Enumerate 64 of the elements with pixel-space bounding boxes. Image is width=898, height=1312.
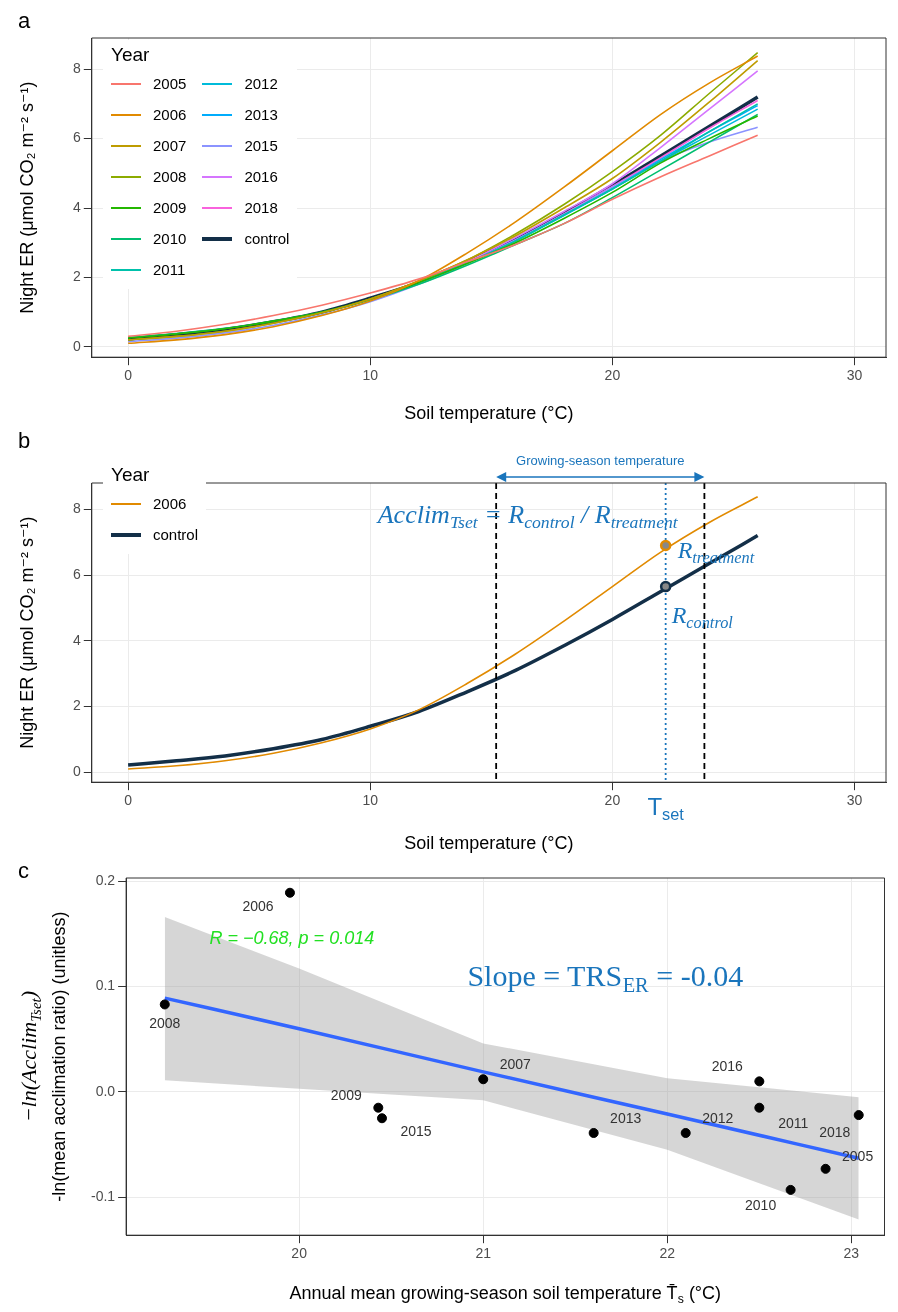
legend-label: 2010 <box>153 230 187 247</box>
chart-title: b <box>18 428 31 454</box>
annotation: 2018 <box>819 1123 851 1140</box>
y-tick-label: 0.0 <box>95 1082 116 1099</box>
y-tick-label: 4 <box>72 631 81 648</box>
annotation: 2010 <box>745 1196 777 1213</box>
legend-label: 2016 <box>244 168 278 185</box>
legend-label: 2008 <box>153 168 187 185</box>
x-tick-label: 0 <box>124 367 133 384</box>
annotation: 2011 <box>778 1114 809 1131</box>
annotation: 2005 <box>842 1147 874 1164</box>
legend-title: Year <box>111 464 151 486</box>
legend-label: 2011 <box>153 261 186 278</box>
y-tick-label: 8 <box>72 500 81 517</box>
y-tick-label: 6 <box>72 565 81 582</box>
legend-label: 2018 <box>244 199 278 216</box>
annotation: 2007 <box>499 1056 532 1073</box>
y-tick-label: 8 <box>72 60 81 77</box>
annotation: 2009 <box>330 1086 363 1103</box>
annotation: 2016 <box>711 1058 744 1075</box>
x-tick-label: 21 <box>475 1245 492 1262</box>
y-tick-label: 2 <box>72 697 81 714</box>
y-tick-label: -0.1 <box>91 1188 116 1205</box>
annotation: 2008 <box>149 1015 181 1032</box>
legend-label: control <box>244 230 290 247</box>
legend-title: Year <box>111 44 151 66</box>
annotation: 2013 <box>610 1109 642 1126</box>
x-tick-label: 10 <box>362 367 379 384</box>
x-tick-label: 30 <box>846 792 863 809</box>
y-axis-title: Night ER (μmol CO₂ m⁻² s⁻¹) <box>16 81 37 314</box>
legend-label: 2006 <box>153 495 187 512</box>
legend-label: control <box>153 526 199 543</box>
y-tick-label: 0.2 <box>95 872 116 889</box>
x-tick-label: 20 <box>604 367 621 384</box>
annotation: R = −0.68, p = 0.014 <box>209 927 375 948</box>
legend-label: 2005 <box>153 75 187 92</box>
legend-label: 2015 <box>244 137 278 154</box>
legend-label: 2013 <box>244 106 278 123</box>
legend-label: 2006 <box>153 106 187 123</box>
text: Growing-season temperature <box>516 452 685 468</box>
y-tick-label: 2 <box>72 268 81 285</box>
x-tick-label: 10 <box>362 792 379 809</box>
y-tick-label: 6 <box>72 129 81 146</box>
legend-label: 2012 <box>244 75 278 92</box>
y-axis-title: Night ER (μmol CO₂ m⁻² s⁻¹) <box>16 516 37 749</box>
annotation: 2012 <box>702 1109 734 1126</box>
x-tick-label: 20 <box>291 1245 308 1262</box>
x-tick-label: 0 <box>124 792 133 809</box>
x-tick-label: 22 <box>659 1245 676 1262</box>
legend-label: 2007 <box>153 137 187 154</box>
chart-title: c <box>18 858 29 884</box>
annotation: 2006 <box>242 897 274 914</box>
y-tick-label: 0.1 <box>95 977 116 994</box>
legend-label: 2009 <box>153 199 187 216</box>
annotation: 2015 <box>400 1123 432 1140</box>
y-tick-label: 4 <box>72 198 81 215</box>
y-tick-label: 0 <box>72 763 81 780</box>
x-tick-label: 23 <box>843 1245 860 1262</box>
x-axis-title: Soil temperature (°C) <box>404 402 574 423</box>
chart-title: a <box>18 8 31 34</box>
x-axis-title: Soil temperature (°C) <box>404 832 574 853</box>
y-tick-label: 0 <box>72 337 81 354</box>
x-tick-label: 30 <box>846 367 863 384</box>
x-tick-label: 20 <box>604 792 621 809</box>
